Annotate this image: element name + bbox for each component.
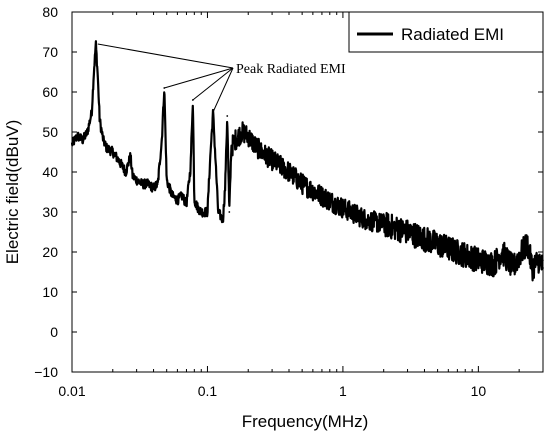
series-point <box>224 187 227 189</box>
series-point <box>156 183 159 185</box>
y-tick-label: 20 <box>42 244 58 260</box>
series-point <box>135 179 138 181</box>
series-point <box>477 259 480 261</box>
series-point <box>512 267 514 269</box>
series-point <box>76 135 79 137</box>
series-point <box>129 155 132 157</box>
y-tick-label: 10 <box>42 284 58 300</box>
series-point <box>160 139 163 141</box>
legend-box <box>348 11 544 53</box>
x-tick-label: 0.01 <box>58 383 85 399</box>
y-tick-label: 40 <box>42 164 58 180</box>
annotation-leader-line <box>192 67 234 101</box>
series-point <box>230 147 233 149</box>
series-point <box>171 195 174 197</box>
series-point <box>234 139 237 141</box>
x-axis-title: Frequency(MHz) <box>242 412 369 431</box>
series-point <box>501 251 504 253</box>
annotation-leader-line <box>212 67 234 113</box>
y-tick-label: 0 <box>50 324 58 340</box>
series-point <box>526 243 529 245</box>
annotation-label: Peak Radiated EMI <box>236 62 346 77</box>
series-point <box>531 267 534 269</box>
series-point <box>131 175 134 177</box>
series-point <box>86 131 89 133</box>
x-tick-label: 10 <box>471 383 487 399</box>
series-point <box>196 207 199 209</box>
series-point <box>217 211 220 213</box>
y-tick-label: 70 <box>42 44 58 60</box>
x-tick-label: 1 <box>339 383 347 399</box>
series-point <box>518 255 521 257</box>
y-tick-label: −10 <box>34 364 58 380</box>
series-point <box>165 179 168 181</box>
series-point <box>241 131 243 133</box>
series-point <box>342 207 344 209</box>
series-point <box>189 167 192 169</box>
series-point <box>125 171 127 173</box>
annotation-group: Peak Radiated EMI <box>97 43 346 113</box>
series-point <box>301 183 304 185</box>
series-point <box>271 159 273 161</box>
series-point <box>193 199 196 201</box>
series-point <box>436 243 439 245</box>
series-line-radiated-emi <box>70 40 544 282</box>
series-point <box>260 151 263 153</box>
series-point <box>117 159 120 161</box>
series-point <box>247 135 250 137</box>
series-point <box>321 195 323 197</box>
series-point <box>492 263 495 265</box>
annotation-leader-line <box>97 43 234 69</box>
annotation-leader-line <box>164 67 234 89</box>
plot-frame <box>71 11 544 373</box>
series-point <box>146 183 149 185</box>
series-point <box>365 219 368 221</box>
series-point <box>96 75 99 77</box>
series-point <box>185 203 188 205</box>
series-point <box>538 259 540 261</box>
series-point <box>176 199 179 201</box>
series-point <box>406 231 409 233</box>
series-point <box>90 111 93 113</box>
series-point <box>98 119 101 121</box>
series-point <box>105 147 108 149</box>
y-tick-label: 60 <box>42 84 58 100</box>
y-axis-title: Electric field(dBuV) <box>3 120 22 265</box>
series-group <box>70 40 544 282</box>
series-point <box>206 211 209 213</box>
series-point <box>152 187 155 189</box>
series-point <box>200 211 203 213</box>
legend-entry-label: Radiated EMI <box>401 25 504 44</box>
series-point <box>111 151 114 153</box>
series-point <box>226 115 229 117</box>
series-point <box>141 183 144 185</box>
series-point <box>288 171 290 173</box>
series-point <box>221 219 224 221</box>
series-point <box>228 211 231 213</box>
x-tick-label: 0.1 <box>198 383 218 399</box>
series-point <box>81 139 84 141</box>
series-point <box>542 267 544 269</box>
y-tick-label: 80 <box>42 4 58 20</box>
series-point <box>456 251 459 253</box>
series-point <box>102 139 105 141</box>
series-point <box>71 143 73 145</box>
y-tick-label: 30 <box>42 204 58 220</box>
axis-ticks: −10 0 10 20 30 40 50 60 70 80 0.01 0.1 1 10 <box>34 4 544 399</box>
legend: Radiated EMI <box>348 11 544 53</box>
plot-area <box>71 11 544 373</box>
series-point <box>382 223 385 225</box>
y-tick-label: 50 <box>42 124 58 140</box>
series-point <box>252 143 255 145</box>
series-point <box>94 43 97 45</box>
series-point <box>209 155 212 157</box>
series-point <box>92 71 95 73</box>
series-point <box>181 195 184 197</box>
